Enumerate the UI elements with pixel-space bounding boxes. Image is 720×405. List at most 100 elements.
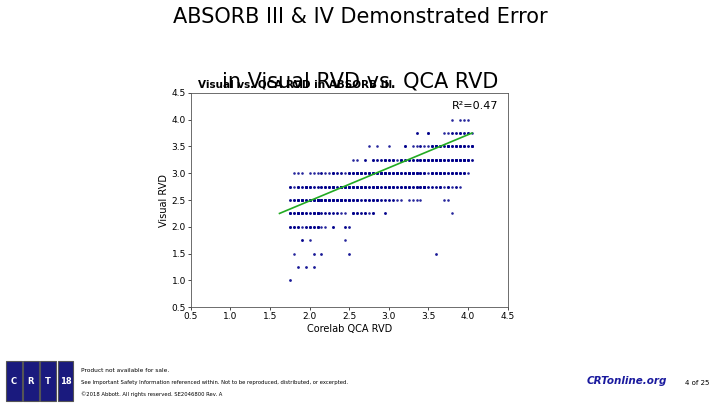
Point: [304, 183, 315, 190]
Point: [300, 264, 311, 270]
Point: [316, 197, 328, 203]
Point: [426, 170, 438, 177]
Point: [312, 197, 323, 203]
Point: [308, 264, 320, 270]
Point: [320, 183, 331, 190]
Point: [379, 183, 391, 190]
Point: [391, 197, 402, 203]
Point: [328, 170, 339, 177]
Point: [324, 183, 336, 190]
Point: [284, 183, 296, 190]
Point: [426, 143, 438, 150]
Point: [347, 197, 359, 203]
Point: [431, 170, 442, 177]
Point: [375, 157, 387, 163]
Point: [423, 157, 434, 163]
Point: [446, 157, 458, 163]
Point: [451, 183, 462, 190]
Point: [451, 157, 462, 163]
Point: [336, 170, 347, 177]
Point: [343, 170, 355, 177]
Point: [395, 183, 406, 190]
Point: [372, 183, 383, 190]
Point: [292, 197, 304, 203]
Point: [410, 170, 422, 177]
Point: [387, 170, 399, 177]
Point: [288, 197, 300, 203]
Point: [426, 170, 438, 177]
Point: [351, 170, 363, 177]
Point: [410, 157, 422, 163]
Point: [292, 197, 304, 203]
Point: [454, 157, 466, 163]
Point: [454, 170, 466, 177]
Point: [288, 170, 300, 177]
Point: [304, 170, 315, 177]
Point: [459, 143, 470, 150]
Point: [324, 183, 336, 190]
Point: [395, 170, 406, 177]
Text: 18: 18: [60, 377, 71, 386]
Point: [343, 197, 355, 203]
Point: [395, 157, 406, 163]
Point: [379, 183, 391, 190]
Point: [438, 143, 450, 150]
Point: [442, 183, 454, 190]
Point: [351, 183, 363, 190]
Point: [438, 157, 450, 163]
Point: [328, 183, 339, 190]
Point: [372, 157, 383, 163]
Point: [332, 183, 343, 190]
Point: [284, 183, 296, 190]
Point: [332, 210, 343, 217]
Point: [415, 183, 426, 190]
Point: [459, 157, 470, 163]
Point: [419, 183, 431, 190]
Point: [343, 183, 355, 190]
Point: [367, 157, 379, 163]
Point: [351, 197, 363, 203]
Point: [403, 183, 415, 190]
Point: [284, 224, 296, 230]
Point: [467, 143, 478, 150]
Point: [288, 210, 300, 217]
Point: [419, 183, 431, 190]
Point: [356, 183, 367, 190]
Point: [312, 197, 323, 203]
Point: [296, 183, 307, 190]
Point: [356, 183, 367, 190]
Text: 4 of 25: 4 of 25: [685, 380, 709, 386]
Point: [351, 170, 363, 177]
Point: [451, 130, 462, 136]
Point: [431, 170, 442, 177]
Point: [356, 170, 367, 177]
Point: [375, 170, 387, 177]
Point: [343, 183, 355, 190]
Point: [446, 210, 458, 217]
Point: [454, 143, 466, 150]
Point: [454, 130, 466, 136]
Point: [288, 197, 300, 203]
Point: [372, 143, 383, 150]
Point: [312, 224, 323, 230]
Point: [391, 170, 402, 177]
Point: [399, 183, 410, 190]
Point: [426, 157, 438, 163]
Point: [434, 157, 446, 163]
Point: [328, 197, 339, 203]
Point: [332, 197, 343, 203]
Point: [336, 170, 347, 177]
Point: [308, 224, 320, 230]
Point: [454, 157, 466, 163]
Point: [462, 143, 474, 150]
Point: [403, 183, 415, 190]
Point: [324, 197, 336, 203]
Point: [284, 210, 296, 217]
Point: [387, 170, 399, 177]
Point: [343, 183, 355, 190]
Point: [328, 224, 339, 230]
Point: [451, 157, 462, 163]
Point: [415, 143, 426, 150]
Point: [312, 170, 323, 177]
Point: [316, 183, 328, 190]
